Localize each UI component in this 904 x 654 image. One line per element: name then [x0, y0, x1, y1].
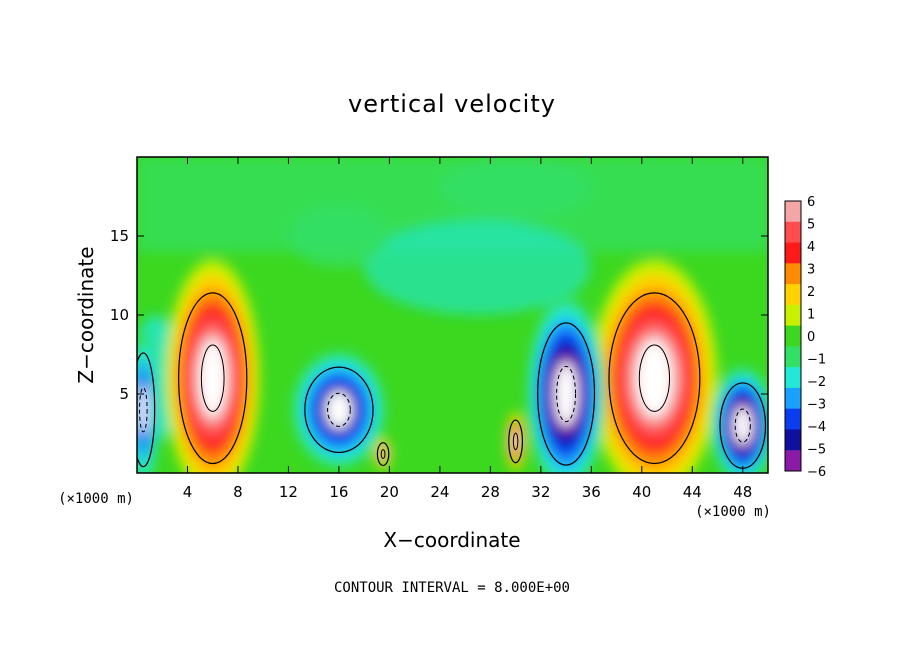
downdraft-contour	[537, 322, 596, 466]
updraft-inner-contour	[638, 344, 671, 412]
downdraft-inner-contour	[327, 392, 351, 427]
velocity-field	[137, 157, 768, 473]
colorbar-label: −4	[807, 420, 826, 435]
updraft-inner-contour	[380, 449, 386, 459]
downdraft-contour	[137, 352, 156, 468]
colorbar-segment	[785, 346, 801, 368]
downdraft-inner-contour	[139, 387, 148, 433]
colorbar-segment	[785, 408, 801, 430]
colorbar-segment	[785, 263, 801, 285]
updraft-core	[199, 340, 226, 417]
field-band	[364, 220, 592, 315]
y-tick-label: 10	[110, 306, 129, 324]
colorbar-label: 3	[807, 263, 815, 278]
updraft-contour	[376, 442, 390, 467]
colorbar-segment	[785, 325, 801, 347]
colorbar-segment	[785, 221, 801, 244]
updraft-inner-contour	[512, 432, 519, 451]
colorbar-frame	[784, 200, 802, 472]
x-tick-label: 44	[683, 483, 702, 501]
field-band	[288, 204, 390, 268]
colorbar-segment	[785, 284, 801, 306]
x-unit-label-left: (×1000 m)	[58, 491, 134, 507]
updraft-contour	[178, 292, 248, 465]
x-tick-label: 40	[632, 483, 651, 501]
colorbar-label: −2	[807, 375, 826, 390]
colorbar-label: 5	[807, 218, 815, 233]
x-tick-label: 16	[329, 483, 348, 501]
colorbar-segment	[785, 387, 801, 410]
colorbar-label: −3	[807, 398, 826, 413]
y-tick-label: 5	[119, 385, 129, 403]
colorbar-segment	[785, 201, 801, 223]
colorbar-label: 1	[807, 308, 815, 323]
downdraft-contour	[304, 366, 374, 454]
downdraft-core	[555, 362, 578, 426]
x-axis-title: X−coordinate	[383, 528, 520, 552]
y-tick-label: 15	[110, 227, 129, 245]
updraft-core	[512, 431, 519, 451]
field-band	[439, 157, 592, 221]
downdraft-inner-contour	[734, 408, 751, 443]
colorbar-label: 4	[807, 240, 815, 255]
colorbar-label: 2	[807, 285, 815, 300]
downdraft-core	[138, 384, 148, 436]
y-axis-title: Z−coordinate	[74, 246, 98, 383]
colorbar-segment	[785, 242, 801, 264]
colorbar-label: −5	[807, 443, 826, 458]
x-axis: 4 8 12 16 20 24 28 32 36 40 44 48	[183, 157, 752, 501]
colorbar-label: −1	[807, 353, 826, 368]
colorbar-label: 6	[807, 195, 815, 210]
colorbar-label: 0	[807, 330, 815, 345]
x-tick-label: 28	[481, 483, 500, 501]
updraft-core	[380, 448, 386, 460]
updraft-contour	[508, 419, 524, 464]
contour-lines	[137, 292, 767, 469]
x-tick-label: 12	[279, 483, 298, 501]
x-tick-label: 32	[531, 483, 550, 501]
updraft-contour	[608, 292, 701, 465]
downdraft-inner-contour	[556, 365, 577, 423]
x-tick-label: 8	[233, 483, 243, 501]
colorbar-segment	[785, 429, 801, 451]
x-tick-label: 20	[380, 483, 399, 501]
x-tick-label: 36	[582, 483, 601, 501]
x-tick-label: 4	[183, 483, 193, 501]
x-tick-label: 24	[430, 483, 449, 501]
contour-interval-note: CONTOUR INTERVAL = 8.000E+00	[334, 580, 570, 596]
colorbar-label: −6	[807, 465, 826, 480]
y-axis: 5 10 15	[110, 227, 768, 403]
x-tick-label: 48	[733, 483, 752, 501]
downdraft-core	[325, 390, 353, 429]
updraft-core	[636, 340, 673, 417]
colorbar-segment	[785, 304, 801, 327]
plot-area	[137, 157, 768, 473]
chart-title: vertical velocity	[348, 90, 556, 118]
colorbar-segment	[785, 450, 801, 472]
colorbar-segment	[785, 367, 801, 389]
colorbar: 6 5 4 3 2 1 0 −1 −2 −3 −4 −5 −6	[784, 195, 826, 480]
updraft-inner-contour	[200, 344, 225, 412]
downdraft-core	[733, 406, 752, 445]
x-unit-label-right: (×1000 m)	[695, 504, 771, 520]
